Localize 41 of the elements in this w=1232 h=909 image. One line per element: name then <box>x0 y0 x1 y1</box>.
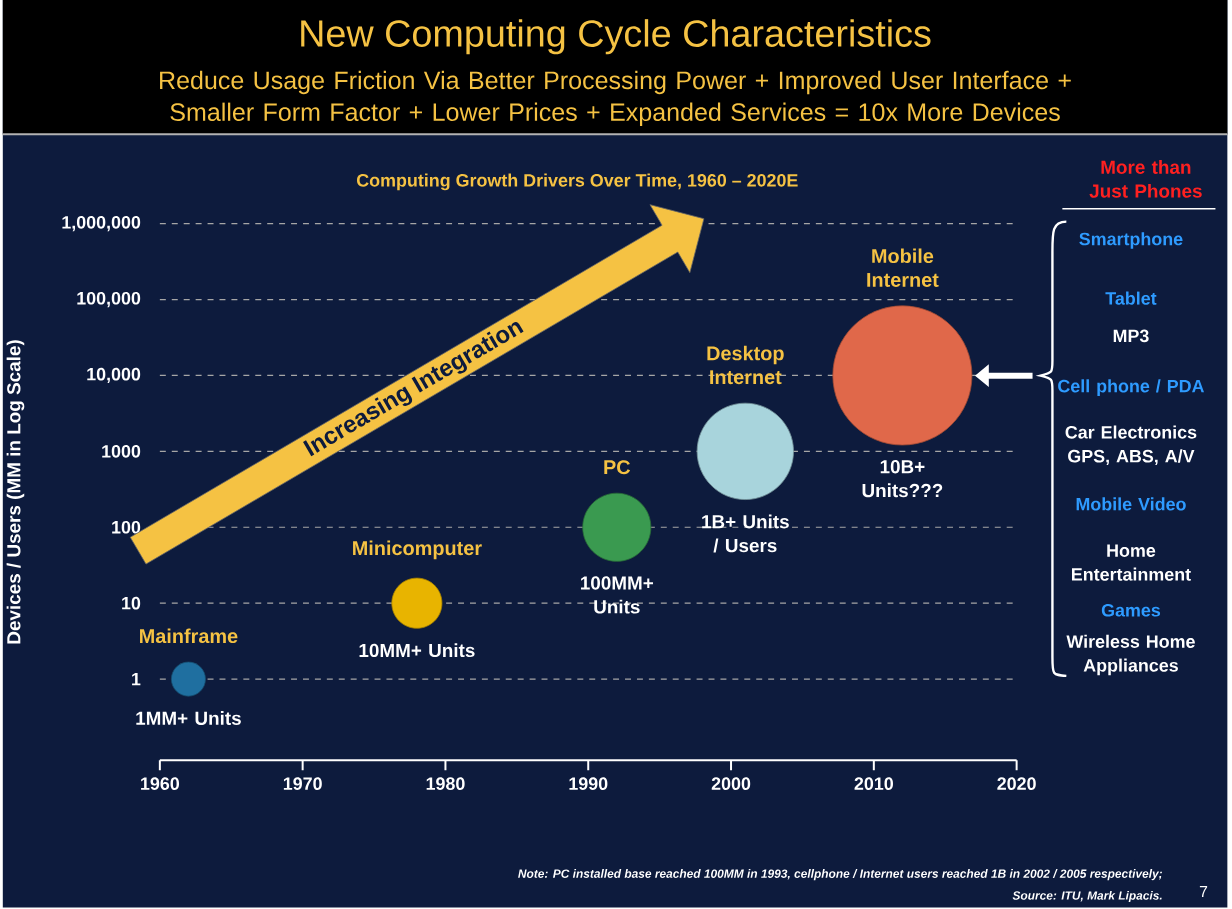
text: Wireless Home Appliances <box>1066 634 1195 676</box>
annotation: 1MM+ Units <box>136 711 241 726</box>
annotation: 10B+ Units??? <box>862 460 943 498</box>
x-tick-label: 1990 <box>569 777 608 791</box>
x-tick-label: 2020 <box>997 777 1036 791</box>
annotation: PC <box>604 460 631 475</box>
y-axis-title: Devices / Users (MM in Log Scale) <box>6 340 25 644</box>
y-tick-label: 10,000 <box>87 367 141 384</box>
x-tick-label: 1980 <box>426 777 465 791</box>
source-note: Source: ITU, Mark Lipacis. <box>1012 891 1162 903</box>
x-tick-label: 1970 <box>283 777 322 791</box>
x-tick-label: 2010 <box>854 777 893 791</box>
x-tick-label: 2000 <box>711 777 751 791</box>
annotation: Desktop Internet <box>707 345 784 385</box>
chart-title: New Computing Cycle Characteristics <box>301 19 931 55</box>
y-tick-label: 10 <box>122 596 141 610</box>
annotation: 10MM+ Units <box>359 643 475 658</box>
annotation: Minicomputer <box>353 540 482 560</box>
annotation: 1B+ Units / Users <box>702 514 789 553</box>
annotation: 100MM+ Units <box>580 576 654 614</box>
y-tick-label: 100,000 <box>77 292 141 308</box>
y-tick-label: 1000 <box>102 445 141 458</box>
text: MP3 <box>1113 329 1149 343</box>
chart-subtitle: Reduce Usage Friction Via Better Processing Power + Improved User Interface + Smaller Form Factor + Lower Prices + Expanded Services = 10x More Devices <box>160 70 1071 127</box>
text: Cell phone / PDA <box>1058 379 1205 397</box>
y-tick-label: 100 <box>112 521 141 534</box>
x-tick-label: 1960 <box>141 777 180 791</box>
text: 7 <box>1199 886 1208 898</box>
text: Car Electronics GPS, ABS, A/V <box>1065 425 1197 466</box>
y-tick-label: 1,000,000 <box>62 216 141 232</box>
text: Tablet <box>1105 291 1157 305</box>
annotation: Mobile Internet <box>867 248 939 288</box>
text: Note: PC installed base reached 100MM in 1993, cellphone / Internet users reached 1B in 2002 / 2005 respectively; <box>518 869 1163 881</box>
text: Games <box>1101 604 1161 617</box>
text: Computing Growth Drivers Over Time, 1960 – 2020E <box>356 173 798 191</box>
text: Mobile Video <box>1076 497 1186 511</box>
text: Home Entertainment <box>1071 544 1191 581</box>
annotation: Mainframe <box>140 628 238 644</box>
text: Smartphone <box>1079 232 1183 249</box>
text: More than Just Phones <box>1089 160 1202 198</box>
y-tick-label: 1 <box>132 673 141 686</box>
